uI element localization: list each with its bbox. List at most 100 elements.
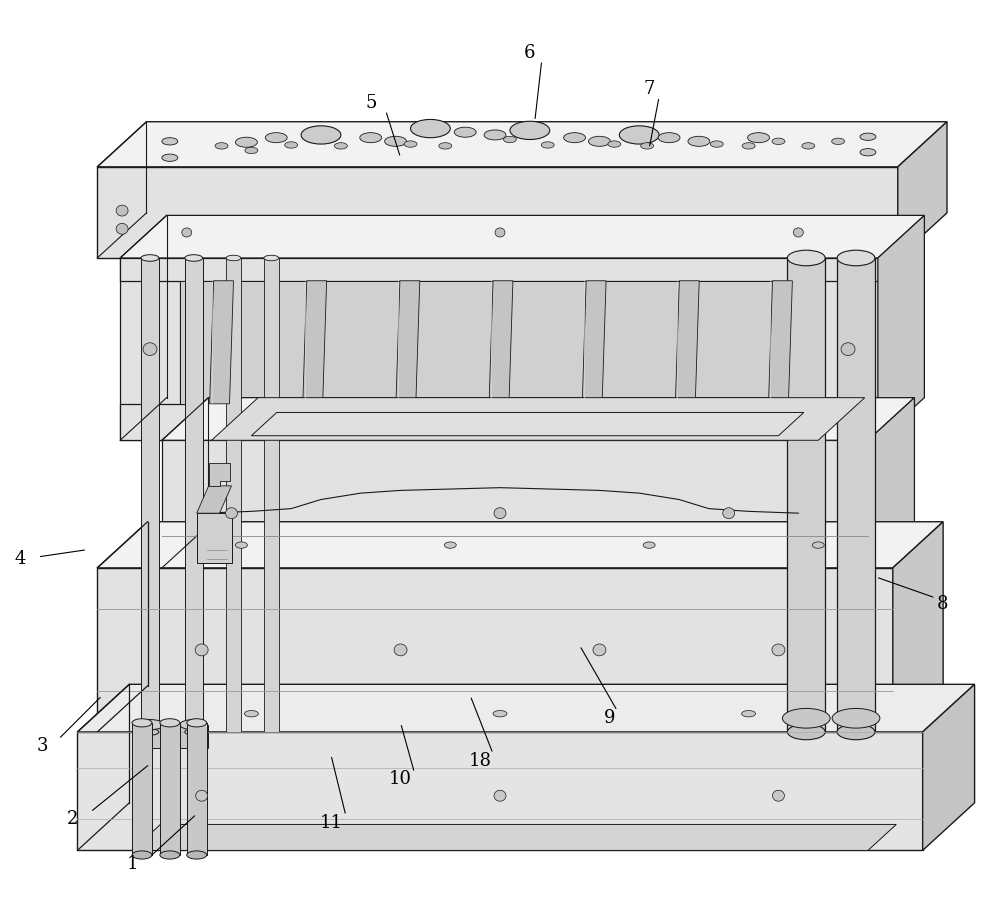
Polygon shape	[868, 398, 914, 568]
Ellipse shape	[793, 228, 803, 237]
Ellipse shape	[187, 719, 207, 727]
Ellipse shape	[195, 644, 208, 656]
Text: 10: 10	[389, 770, 412, 789]
Ellipse shape	[141, 729, 159, 735]
Ellipse shape	[837, 724, 875, 740]
Text: 5: 5	[365, 94, 376, 112]
Text: 7: 7	[643, 81, 655, 98]
Ellipse shape	[385, 137, 407, 147]
Ellipse shape	[860, 149, 876, 156]
Ellipse shape	[658, 133, 680, 143]
Ellipse shape	[723, 508, 735, 519]
Polygon shape	[675, 281, 699, 403]
Ellipse shape	[215, 143, 228, 149]
Polygon shape	[818, 258, 878, 440]
Ellipse shape	[141, 255, 159, 261]
Ellipse shape	[608, 141, 621, 148]
Ellipse shape	[503, 137, 516, 143]
Ellipse shape	[444, 542, 456, 548]
Polygon shape	[120, 403, 878, 440]
Polygon shape	[212, 398, 865, 440]
Polygon shape	[185, 258, 203, 732]
Ellipse shape	[404, 141, 417, 148]
Polygon shape	[923, 684, 975, 850]
Polygon shape	[878, 215, 924, 440]
Polygon shape	[77, 684, 975, 732]
Ellipse shape	[742, 711, 756, 717]
Text: 4: 4	[15, 550, 26, 568]
Ellipse shape	[160, 719, 180, 727]
Text: 11: 11	[319, 814, 342, 832]
Ellipse shape	[494, 508, 506, 519]
Polygon shape	[132, 824, 896, 850]
Polygon shape	[120, 258, 180, 440]
Text: 6: 6	[524, 44, 536, 62]
Ellipse shape	[484, 130, 506, 140]
Ellipse shape	[334, 143, 347, 149]
Ellipse shape	[264, 255, 279, 260]
Ellipse shape	[495, 228, 505, 237]
Ellipse shape	[593, 644, 606, 656]
Ellipse shape	[196, 790, 208, 801]
Ellipse shape	[493, 711, 507, 717]
Ellipse shape	[185, 255, 203, 261]
Ellipse shape	[454, 127, 476, 138]
Polygon shape	[837, 258, 875, 732]
Polygon shape	[136, 724, 164, 748]
Ellipse shape	[285, 142, 298, 149]
Polygon shape	[187, 723, 207, 855]
Ellipse shape	[782, 709, 830, 728]
Ellipse shape	[185, 729, 203, 735]
Polygon shape	[162, 440, 868, 568]
Ellipse shape	[439, 143, 452, 149]
Text: 9: 9	[604, 709, 615, 727]
Ellipse shape	[182, 228, 192, 237]
Polygon shape	[396, 281, 420, 403]
Ellipse shape	[564, 133, 586, 143]
Ellipse shape	[541, 142, 554, 149]
Ellipse shape	[301, 126, 341, 144]
Ellipse shape	[643, 542, 655, 548]
Polygon shape	[582, 281, 606, 403]
Ellipse shape	[116, 224, 128, 234]
Ellipse shape	[772, 644, 785, 656]
Ellipse shape	[245, 148, 258, 154]
Polygon shape	[180, 724, 208, 748]
Ellipse shape	[812, 542, 824, 548]
Ellipse shape	[162, 138, 178, 145]
Ellipse shape	[226, 255, 241, 260]
Polygon shape	[132, 723, 152, 855]
Ellipse shape	[494, 790, 506, 801]
Ellipse shape	[162, 154, 178, 161]
Ellipse shape	[235, 138, 257, 148]
Polygon shape	[210, 281, 233, 403]
Polygon shape	[97, 568, 893, 732]
Text: 3: 3	[37, 736, 48, 755]
Ellipse shape	[860, 133, 876, 140]
Ellipse shape	[832, 709, 880, 728]
Ellipse shape	[837, 250, 875, 266]
Ellipse shape	[244, 711, 258, 717]
Ellipse shape	[787, 724, 825, 740]
Text: 2: 2	[67, 810, 78, 827]
Ellipse shape	[235, 542, 247, 548]
Polygon shape	[120, 215, 924, 258]
Ellipse shape	[116, 205, 128, 216]
Ellipse shape	[132, 851, 152, 859]
Polygon shape	[769, 281, 792, 403]
Ellipse shape	[160, 851, 180, 859]
Ellipse shape	[619, 126, 659, 144]
Ellipse shape	[688, 137, 710, 147]
Polygon shape	[97, 167, 898, 258]
Ellipse shape	[772, 138, 785, 145]
Polygon shape	[160, 723, 180, 855]
Polygon shape	[120, 258, 878, 281]
Polygon shape	[893, 522, 943, 732]
Polygon shape	[209, 463, 230, 486]
Ellipse shape	[641, 143, 654, 149]
Ellipse shape	[360, 133, 382, 143]
Ellipse shape	[710, 141, 723, 148]
Ellipse shape	[187, 851, 207, 859]
Ellipse shape	[410, 119, 450, 138]
Ellipse shape	[265, 133, 287, 143]
